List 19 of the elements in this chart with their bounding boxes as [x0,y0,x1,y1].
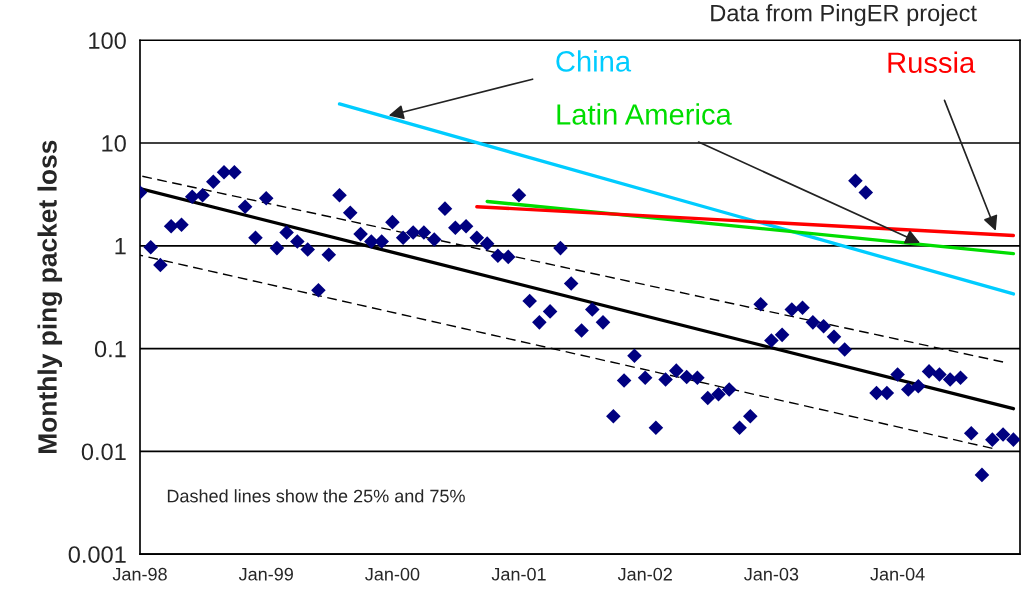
y-tick-label: 100 [89,32,126,50]
y-tick-label: 10 [102,135,126,152]
x-tick-label: Jan-03 [744,567,799,581]
text: Data from PingER project [711,4,977,27]
text: Russia [888,51,976,74]
x-tick-label: Jan-98 [112,567,167,581]
x-tick-label: Jan-01 [491,567,546,581]
x-tick-label: Jan-99 [238,567,293,581]
text: China [556,50,632,72]
text: Latin America [557,103,732,125]
x-tick-label: Jan-00 [365,567,420,581]
y-axis-title: Monthly ping packet loss [37,140,63,454]
x-tick-label: Jan-04 [870,567,925,581]
y-tick-label: 1 [115,238,126,255]
annotation: Dashed lines show the 25% and 75% [167,489,465,503]
y-tick-label: 0.1 [94,340,126,358]
y-tick-label: 0.01 [81,443,126,461]
x-tick-label: Jan-02 [617,567,672,581]
y-tick-label: 0.001 [68,546,126,563]
